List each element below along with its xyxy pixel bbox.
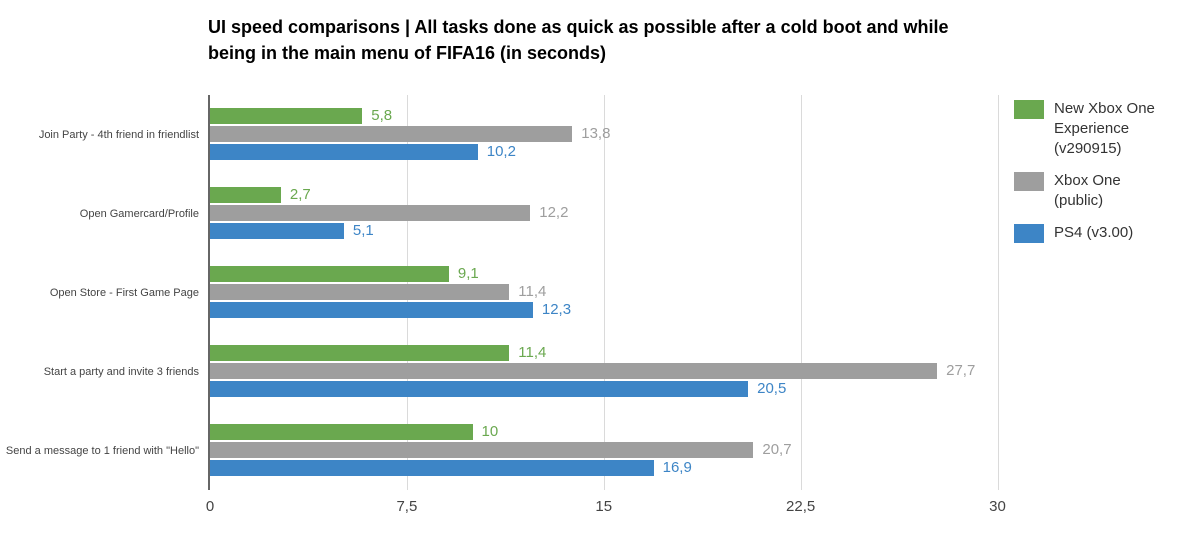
- x-tick-label: 7,5: [396, 498, 418, 515]
- bar-row: 5,8: [210, 108, 1008, 124]
- bar: [210, 442, 754, 458]
- legend-label: New Xbox One Experience (v290915): [1054, 100, 1155, 157]
- bar-value-label: 20,5: [757, 380, 787, 397]
- bar: [210, 187, 281, 203]
- bar-group: 9,1 11,4 12,3: [210, 253, 1008, 332]
- bar: [210, 126, 573, 142]
- gridline: [800, 95, 802, 490]
- bar-value-label: 12,2: [539, 204, 569, 221]
- legend-label: Xbox One (public): [1054, 172, 1121, 209]
- bar-value-label: 16,9: [662, 459, 692, 476]
- bar-row: 11,4: [210, 284, 1008, 300]
- bar-value-label: 10,2: [486, 143, 516, 160]
- bar-group: 5,8 13,8 10,2: [210, 95, 1008, 174]
- legend-item: Xbox One (public): [1014, 171, 1174, 211]
- bar: [210, 223, 344, 239]
- bar: [210, 381, 749, 397]
- bar-row: 2,7: [210, 187, 1008, 203]
- category-label: Open Gamercard/Profile: [79, 207, 199, 220]
- gridline: [603, 95, 605, 490]
- gridline: [997, 95, 999, 490]
- legend-label: PS4 (v3.00): [1054, 224, 1134, 241]
- bar-value-label: 27,7: [946, 362, 976, 379]
- bar-value-label: 11,4: [518, 283, 547, 300]
- bar: [210, 460, 654, 476]
- bar-group: 2,7 12,2 5,1: [210, 174, 1008, 253]
- legend-item: New Xbox One Experience (v290915): [1014, 99, 1174, 159]
- bar-row: 12,2: [210, 205, 1008, 221]
- bar-value-label: 9,1: [457, 265, 479, 282]
- bar-group: 10 20,7 16,9: [210, 411, 1008, 490]
- bar-row: 10: [210, 424, 1008, 440]
- bar: [210, 266, 449, 282]
- legend-swatch: [1014, 172, 1044, 191]
- bar: [210, 424, 473, 440]
- bar-value-label: 12,3: [541, 301, 572, 318]
- bar-row: 20,5: [210, 381, 1008, 397]
- legend-item: PS4 (v3.00): [1014, 223, 1174, 243]
- bar-value-label: 10: [481, 423, 499, 440]
- chart-title: UI speed comparisons | All tasks done as…: [208, 17, 949, 63]
- bar-value-label: 5,1: [352, 222, 374, 239]
- bar-value-label: 5,8: [371, 107, 393, 124]
- bar: [210, 363, 938, 379]
- x-tick-label: 15: [595, 498, 613, 515]
- category-axis: Join Party - 4th friend in friendlist Ope…: [0, 95, 199, 490]
- bar-value-label: 2,7: [289, 186, 311, 203]
- plot-area: 5,8 13,8 10,2 2,7 12,2 5,1 9,1 11,4 12,3 11,4 27,7…: [208, 95, 1008, 490]
- bar: [210, 108, 363, 124]
- bar-value-label: 11,4: [518, 344, 547, 361]
- bar-row: 27,7: [210, 363, 1008, 379]
- bar-row: 5,1: [210, 223, 1008, 239]
- bar-row: 20,7: [210, 442, 1008, 458]
- bar: [210, 144, 478, 160]
- legend-swatch: [1014, 224, 1044, 243]
- legend: New Xbox One Experience (v290915) Xbox On…: [1014, 99, 1174, 255]
- bar: [210, 302, 533, 318]
- bar-row: 12,3: [210, 302, 1008, 318]
- category-label: Start a party and invite 3 friends: [43, 365, 199, 378]
- bar-row: 10,2: [210, 144, 1008, 160]
- bar: [210, 345, 510, 361]
- legend-swatch: [1014, 100, 1044, 119]
- category-label: Join Party - 4th friend in friendlist: [38, 128, 199, 141]
- x-tick-label: 30: [989, 498, 1006, 515]
- x-tick-label: 0: [205, 498, 215, 515]
- bar-value-label: 20,7: [762, 441, 792, 458]
- bar-row: 9,1: [210, 266, 1008, 282]
- bar-row: 16,9: [210, 460, 1008, 476]
- category-label: Send a message to 1 friend with "Hello": [5, 444, 199, 457]
- bar-row: 13,8: [210, 126, 1008, 142]
- bar: [210, 284, 510, 300]
- bar-value-label: 13,8: [581, 125, 611, 142]
- bar-row: 11,4: [210, 345, 1008, 361]
- x-tick-label: 22,5: [786, 498, 816, 515]
- bar-group: 11,4 27,7 20,5: [210, 332, 1008, 411]
- category-label: Open Store - First Game Page: [49, 286, 199, 299]
- bar: [210, 205, 531, 221]
